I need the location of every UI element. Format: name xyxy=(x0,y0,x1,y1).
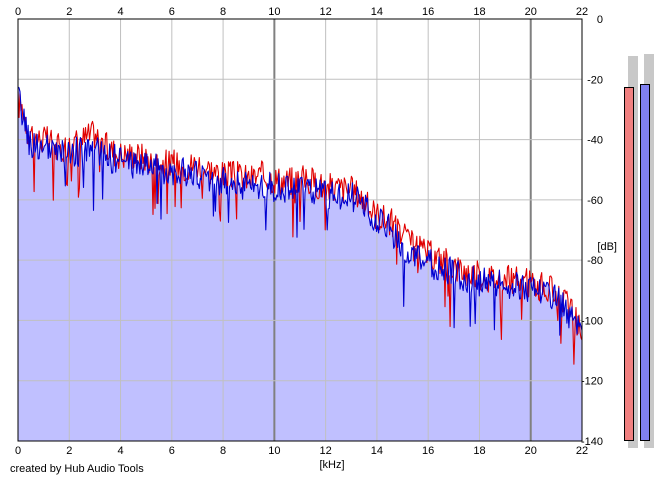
x-tick-label-top: 14 xyxy=(371,6,383,18)
x-tick-label-bottom: 0 xyxy=(15,445,21,457)
x-tick-label-bottom: 8 xyxy=(220,445,226,457)
x-axis-label: [kHz] xyxy=(319,459,344,471)
x-tick-label-bottom: 12 xyxy=(320,445,332,457)
y-tick-label: -20 xyxy=(587,74,603,86)
x-tick-label-top: 2 xyxy=(66,6,72,18)
x-tick-label-bottom: 18 xyxy=(473,445,485,457)
series-right-line xyxy=(17,86,583,336)
y-axis-label: [dB] xyxy=(597,241,617,253)
level-meter-left xyxy=(624,87,634,441)
y-tick-label: -40 xyxy=(587,135,603,147)
y-tick-label: -140 xyxy=(581,436,603,448)
x-tick-label-top: 18 xyxy=(473,6,485,18)
x-tick-label-bottom: 6 xyxy=(169,445,175,457)
x-tick-label-top: 0 xyxy=(15,6,21,18)
y-tick-label: 0 xyxy=(597,14,603,26)
x-tick-label-top: 6 xyxy=(169,6,175,18)
x-tick-label-bottom: 10 xyxy=(268,445,280,457)
y-tick-label: -80 xyxy=(587,255,603,267)
y-tick-label: -60 xyxy=(587,195,603,207)
x-tick-label-bottom: 2 xyxy=(66,445,72,457)
x-tick-label-top: 16 xyxy=(422,6,434,18)
x-tick-label-top: 4 xyxy=(117,6,123,18)
x-tick-label-top: 22 xyxy=(576,6,588,18)
level-meter-right xyxy=(640,84,650,441)
x-tick-label-bottom: 20 xyxy=(525,445,537,457)
y-tick-label: -120 xyxy=(581,376,603,388)
credit-text: created by Hub Audio Tools xyxy=(10,463,144,475)
x-tick-label-bottom: 14 xyxy=(371,445,383,457)
x-tick-label-bottom: 16 xyxy=(422,445,434,457)
x-tick-label-bottom: 22 xyxy=(576,445,588,457)
x-tick-label-top: 8 xyxy=(220,6,226,18)
x-tick-label-top: 20 xyxy=(525,6,537,18)
x-tick-label-top: 12 xyxy=(320,6,332,18)
x-tick-label-top: 10 xyxy=(268,6,280,18)
plot-border xyxy=(17,18,583,442)
series-left-line xyxy=(17,91,583,365)
x-tick-label-bottom: 4 xyxy=(117,445,123,457)
y-tick-label: -100 xyxy=(581,315,603,327)
